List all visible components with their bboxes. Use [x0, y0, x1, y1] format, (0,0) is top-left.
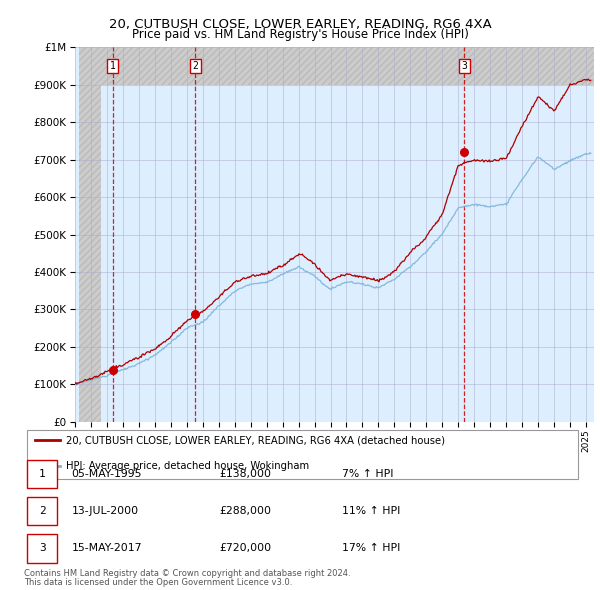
Text: HPI: Average price, detached house, Wokingham: HPI: Average price, detached house, Woki… [66, 461, 309, 471]
Text: 17% ↑ HPI: 17% ↑ HPI [342, 543, 400, 553]
Text: 20, CUTBUSH CLOSE, LOWER EARLEY, READING, RG6 4XA (detached house): 20, CUTBUSH CLOSE, LOWER EARLEY, READING… [66, 435, 445, 445]
Text: 20, CUTBUSH CLOSE, LOWER EARLEY, READING, RG6 4XA: 20, CUTBUSH CLOSE, LOWER EARLEY, READING… [109, 18, 491, 31]
Text: This data is licensed under the Open Government Licence v3.0.: This data is licensed under the Open Gov… [24, 578, 292, 587]
Bar [27, 460, 58, 488]
Text: Contains HM Land Registry data © Crown copyright and database right 2024.: Contains HM Land Registry data © Crown c… [24, 569, 350, 578]
Text: 13-JUL-2000: 13-JUL-2000 [71, 506, 139, 516]
Text: 1: 1 [110, 61, 115, 71]
Text: 3: 3 [39, 543, 46, 553]
Text: Price paid vs. HM Land Registry's House Price Index (HPI): Price paid vs. HM Land Registry's House … [131, 28, 469, 41]
Text: 2: 2 [39, 506, 46, 516]
Text: £138,000: £138,000 [220, 469, 271, 479]
Bar [79, 47, 594, 85]
Bar [79, 47, 101, 422]
Text: £288,000: £288,000 [220, 506, 271, 516]
Bar [27, 497, 58, 525]
Bar [27, 535, 58, 562]
Text: 2: 2 [193, 61, 198, 71]
Text: 3: 3 [461, 61, 467, 71]
Text: 1: 1 [39, 469, 46, 479]
Text: 15-MAY-2017: 15-MAY-2017 [71, 543, 142, 553]
Text: 11% ↑ HPI: 11% ↑ HPI [342, 506, 400, 516]
Text: £720,000: £720,000 [220, 543, 271, 553]
Text: 7% ↑ HPI: 7% ↑ HPI [342, 469, 394, 479]
Text: 05-MAY-1995: 05-MAY-1995 [71, 469, 142, 479]
